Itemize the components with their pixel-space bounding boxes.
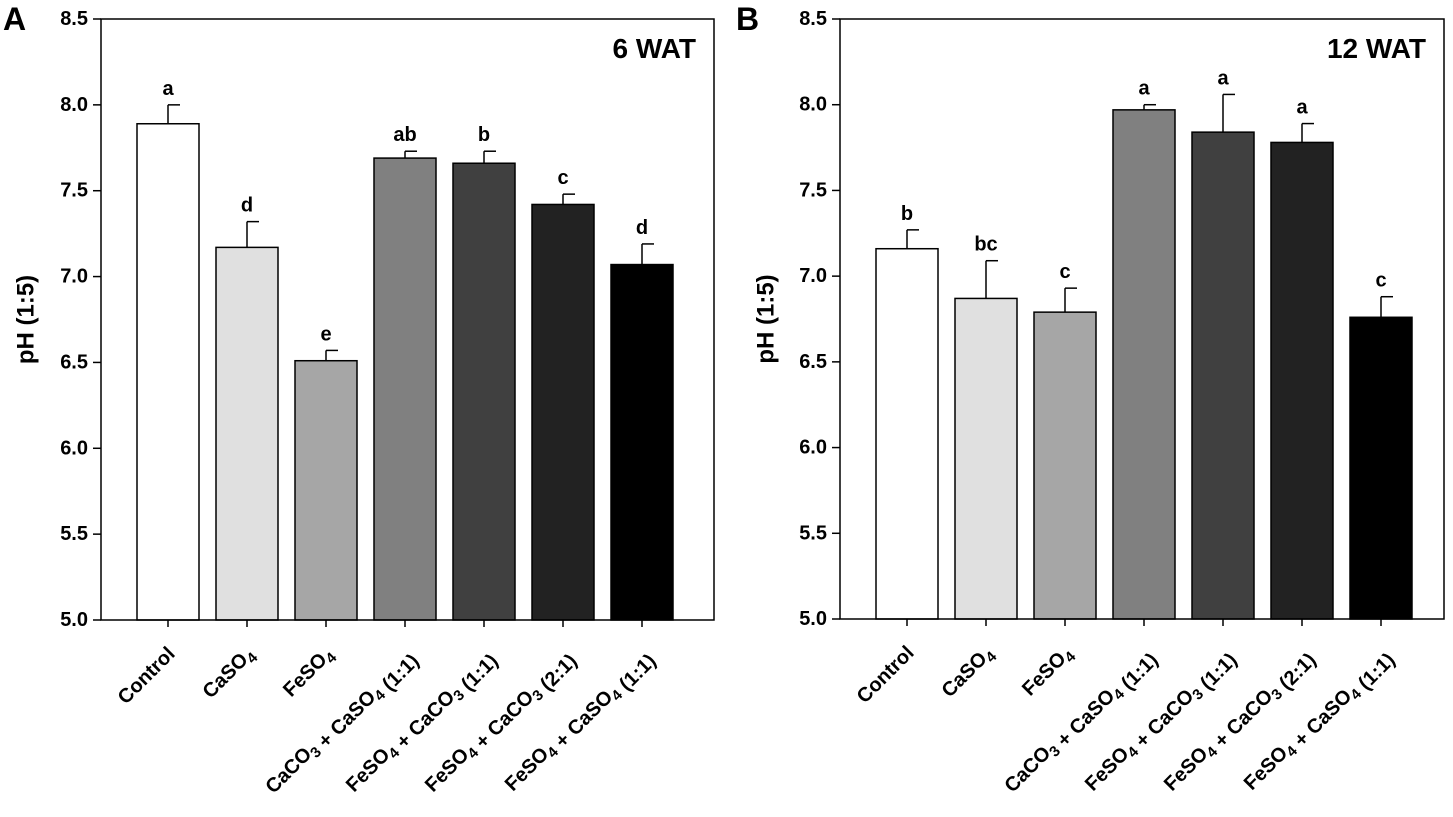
y-tick-label: 7.0	[799, 265, 827, 287]
y-tick-label: 7.5	[799, 179, 827, 201]
significance-label: c	[1059, 261, 1070, 283]
y-tick-label: 6.5	[60, 351, 88, 373]
bar	[954, 297, 1018, 620]
panel-a: A 6 WAT pH (1:5) 5.0 5.5 6.0 6.5 7.0 7.5 8.0 8.5 a C…	[3, 1, 715, 803]
y-tick-label: 6.5	[799, 351, 827, 373]
category-label: CaSO4	[938, 642, 1001, 705]
y-tick-label: 7.0	[60, 266, 88, 288]
y-tick-label: 6.0	[60, 437, 88, 459]
y-tick-label: 5.5	[60, 523, 88, 545]
bar	[452, 162, 516, 621]
y-tick-label: 5.0	[799, 608, 827, 630]
panel-b: B 12 WAT pH (1:5) 5.0 5.5 6.0 6.5 7.0 7.5 8.0 8.5 b…	[736, 1, 1445, 802]
chart-title: 12 WAT	[1327, 33, 1426, 64]
significance-label: a	[162, 78, 174, 100]
y-axis-label: pH (1:5)	[13, 275, 40, 364]
y-tick-label: 7.5	[60, 180, 88, 202]
y-tick-label: 8.0	[60, 94, 88, 116]
significance-label: d	[636, 217, 648, 239]
bar	[610, 263, 674, 621]
y-tick-label: 8.0	[799, 94, 827, 116]
y-tick-label: 5.5	[799, 522, 827, 544]
significance-label: b	[901, 203, 913, 225]
significance-label: b	[478, 124, 490, 146]
y-axis-label: pH (1:5)	[753, 274, 780, 363]
category-label: Control	[853, 642, 919, 708]
bar	[1112, 109, 1176, 620]
significance-label: ab	[393, 124, 416, 146]
bar	[373, 157, 437, 621]
category-label: FeSO4 + CaSO4 (1:1)	[1240, 642, 1400, 802]
panel-label: B	[736, 1, 759, 37]
significance-label: a	[1217, 67, 1229, 89]
y-tick-label: 5.0	[60, 609, 88, 631]
category-label: FeSO4	[279, 643, 341, 705]
y-tick-label: 8.5	[60, 8, 88, 30]
category-label: CaSO4	[199, 643, 262, 706]
category-label: FeSO4	[1018, 642, 1080, 704]
significance-label: c	[1375, 270, 1386, 292]
bar	[875, 247, 939, 620]
bar	[1033, 311, 1097, 620]
y-tick-label: 8.5	[799, 8, 827, 30]
significance-label: d	[241, 195, 253, 217]
bar	[1349, 316, 1413, 620]
panel-label: A	[3, 1, 26, 37]
plot-frame	[839, 18, 1445, 620]
plot-frame	[100, 18, 715, 621]
bar	[294, 359, 358, 621]
category-label: Control	[114, 643, 180, 709]
significance-label: bc	[974, 234, 997, 256]
significance-label: a	[1296, 97, 1308, 119]
bar	[1270, 141, 1334, 620]
bar	[215, 246, 279, 621]
bar	[531, 203, 595, 621]
significance-label: a	[1138, 78, 1150, 100]
bar	[136, 122, 200, 621]
significance-label: c	[557, 167, 568, 189]
chart-title: 6 WAT	[613, 33, 696, 64]
y-tick-label: 6.0	[799, 437, 827, 459]
significance-label: e	[320, 323, 331, 345]
category-label: FeSO4 + CaSO4 (1:1)	[501, 643, 661, 803]
bar	[1191, 131, 1255, 620]
